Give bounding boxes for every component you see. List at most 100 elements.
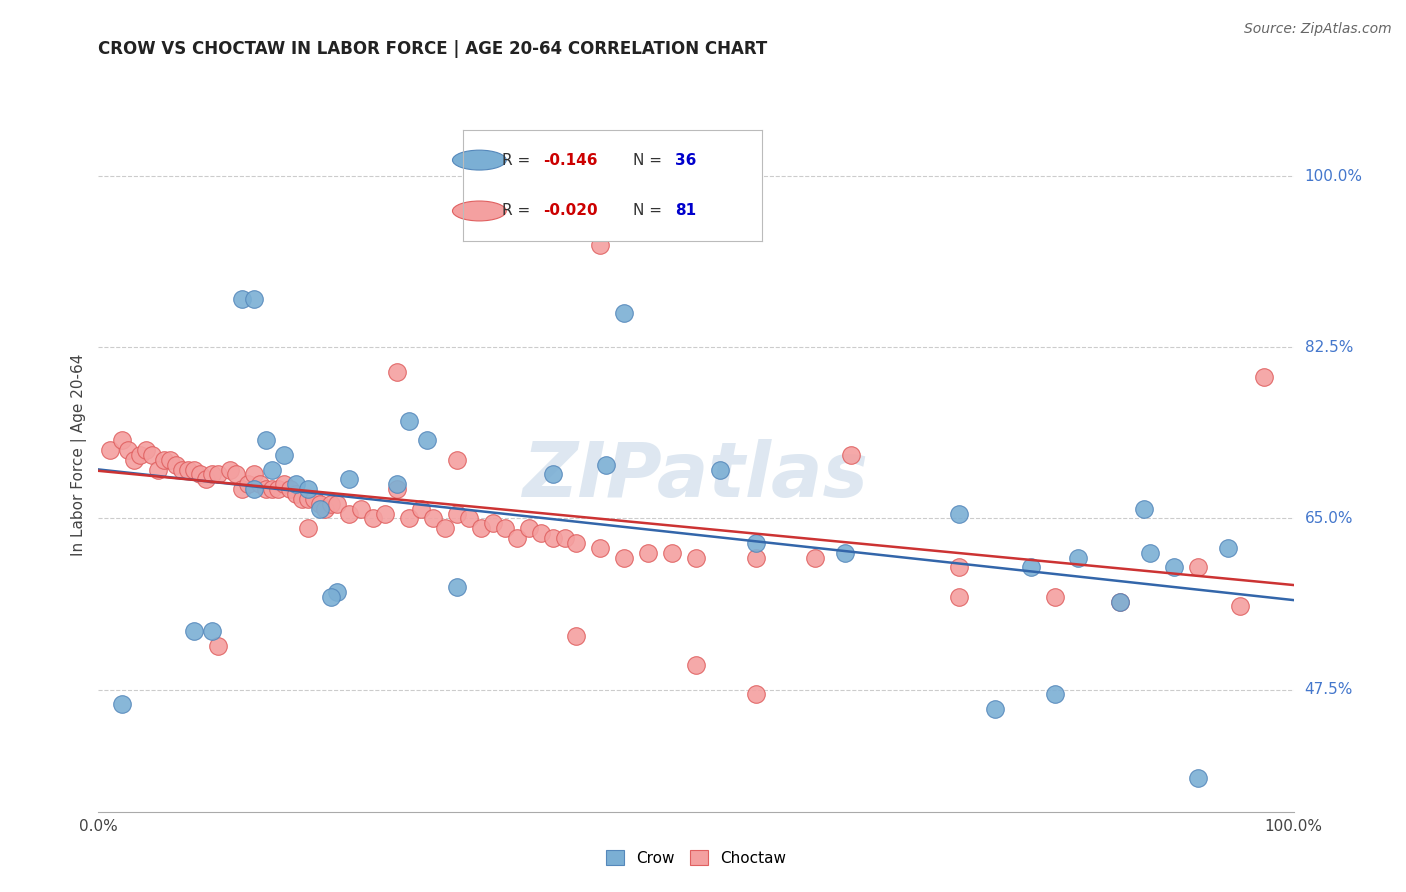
Point — [188, 467, 211, 482]
Point — [948, 560, 970, 574]
Point — [231, 292, 253, 306]
Point — [398, 511, 420, 525]
Point — [494, 521, 516, 535]
Point — [804, 550, 827, 565]
Point — [1043, 590, 1066, 604]
Point — [517, 521, 540, 535]
Point — [177, 462, 200, 476]
Point — [1139, 546, 1161, 560]
Point — [1109, 594, 1132, 608]
Point — [565, 536, 588, 550]
Text: Source: ZipAtlas.com: Source: ZipAtlas.com — [1244, 22, 1392, 37]
Point — [225, 467, 247, 482]
Point — [321, 590, 343, 604]
Point — [948, 507, 970, 521]
Point — [1043, 687, 1066, 701]
Point — [685, 658, 707, 673]
Point — [385, 365, 409, 379]
Point — [302, 491, 325, 506]
Point — [201, 467, 224, 482]
Point — [243, 482, 266, 496]
Point — [249, 477, 271, 491]
Point — [183, 462, 205, 476]
Point — [709, 462, 731, 476]
Point — [297, 482, 319, 496]
Point — [1019, 560, 1042, 574]
Point — [1187, 560, 1209, 574]
Point — [135, 443, 157, 458]
Point — [1253, 369, 1275, 384]
Point — [290, 491, 312, 506]
Text: ZIPatlas: ZIPatlas — [523, 440, 869, 513]
Point — [398, 414, 420, 428]
Point — [422, 511, 444, 525]
Point — [148, 462, 170, 476]
Point — [1133, 501, 1156, 516]
Point — [124, 452, 146, 467]
Point — [745, 550, 768, 565]
Point — [297, 491, 319, 506]
Point — [470, 521, 492, 535]
Point — [481, 516, 505, 531]
Point — [385, 477, 409, 491]
Text: N =: N = — [633, 153, 666, 168]
Legend: Crow, Choctaw: Crow, Choctaw — [599, 844, 793, 871]
Point — [172, 462, 194, 476]
Point — [284, 477, 307, 491]
Point — [595, 458, 617, 472]
Text: 65.0%: 65.0% — [1305, 511, 1353, 526]
Point — [554, 531, 576, 545]
Point — [260, 462, 283, 476]
Point — [194, 472, 217, 486]
Text: -0.020: -0.020 — [544, 203, 598, 219]
Point — [1187, 771, 1209, 785]
Point — [745, 536, 768, 550]
Point — [613, 550, 636, 565]
Point — [337, 507, 360, 521]
Point — [201, 624, 224, 638]
Point — [243, 292, 266, 306]
Point — [153, 452, 176, 467]
Text: 47.5%: 47.5% — [1305, 682, 1353, 697]
Point — [416, 434, 439, 448]
Point — [326, 497, 349, 511]
Text: 36: 36 — [675, 153, 696, 168]
Point — [948, 590, 970, 604]
Point — [1229, 599, 1251, 614]
Point — [1163, 560, 1185, 574]
Point — [273, 477, 295, 491]
Point — [541, 531, 564, 545]
Point — [337, 472, 360, 486]
Text: R =: R = — [502, 203, 534, 219]
Point — [315, 501, 337, 516]
Point — [278, 482, 301, 496]
Point — [446, 580, 468, 594]
Point — [219, 462, 242, 476]
Point — [613, 306, 636, 320]
Point — [111, 434, 134, 448]
Point — [98, 443, 122, 458]
Point — [433, 521, 456, 535]
Point — [589, 237, 612, 252]
Text: 82.5%: 82.5% — [1305, 340, 1353, 355]
Point — [111, 697, 134, 711]
Point — [506, 531, 529, 545]
Point — [1067, 550, 1090, 565]
Point — [685, 550, 707, 565]
Circle shape — [453, 150, 506, 170]
Point — [589, 541, 612, 555]
Point — [541, 467, 564, 482]
Point — [159, 452, 181, 467]
Point — [254, 482, 277, 496]
Point — [165, 458, 187, 472]
Point — [254, 434, 277, 448]
Point — [207, 639, 229, 653]
Point — [661, 546, 683, 560]
Text: N =: N = — [633, 203, 666, 219]
Point — [117, 443, 139, 458]
Point — [297, 521, 319, 535]
Text: R =: R = — [502, 153, 534, 168]
Y-axis label: In Labor Force | Age 20-64: In Labor Force | Age 20-64 — [72, 354, 87, 556]
Point — [207, 467, 229, 482]
Point — [541, 179, 564, 194]
